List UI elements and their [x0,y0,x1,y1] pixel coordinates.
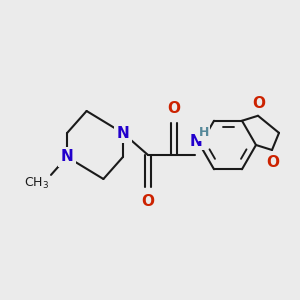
Text: N: N [61,149,74,164]
Text: N: N [190,134,202,148]
Text: CH$_3$: CH$_3$ [24,176,49,191]
Text: N: N [117,126,129,141]
Text: O: O [253,96,266,111]
Text: H: H [199,127,209,140]
Text: O: O [266,155,280,170]
Text: O: O [167,101,181,116]
Text: O: O [142,194,154,209]
